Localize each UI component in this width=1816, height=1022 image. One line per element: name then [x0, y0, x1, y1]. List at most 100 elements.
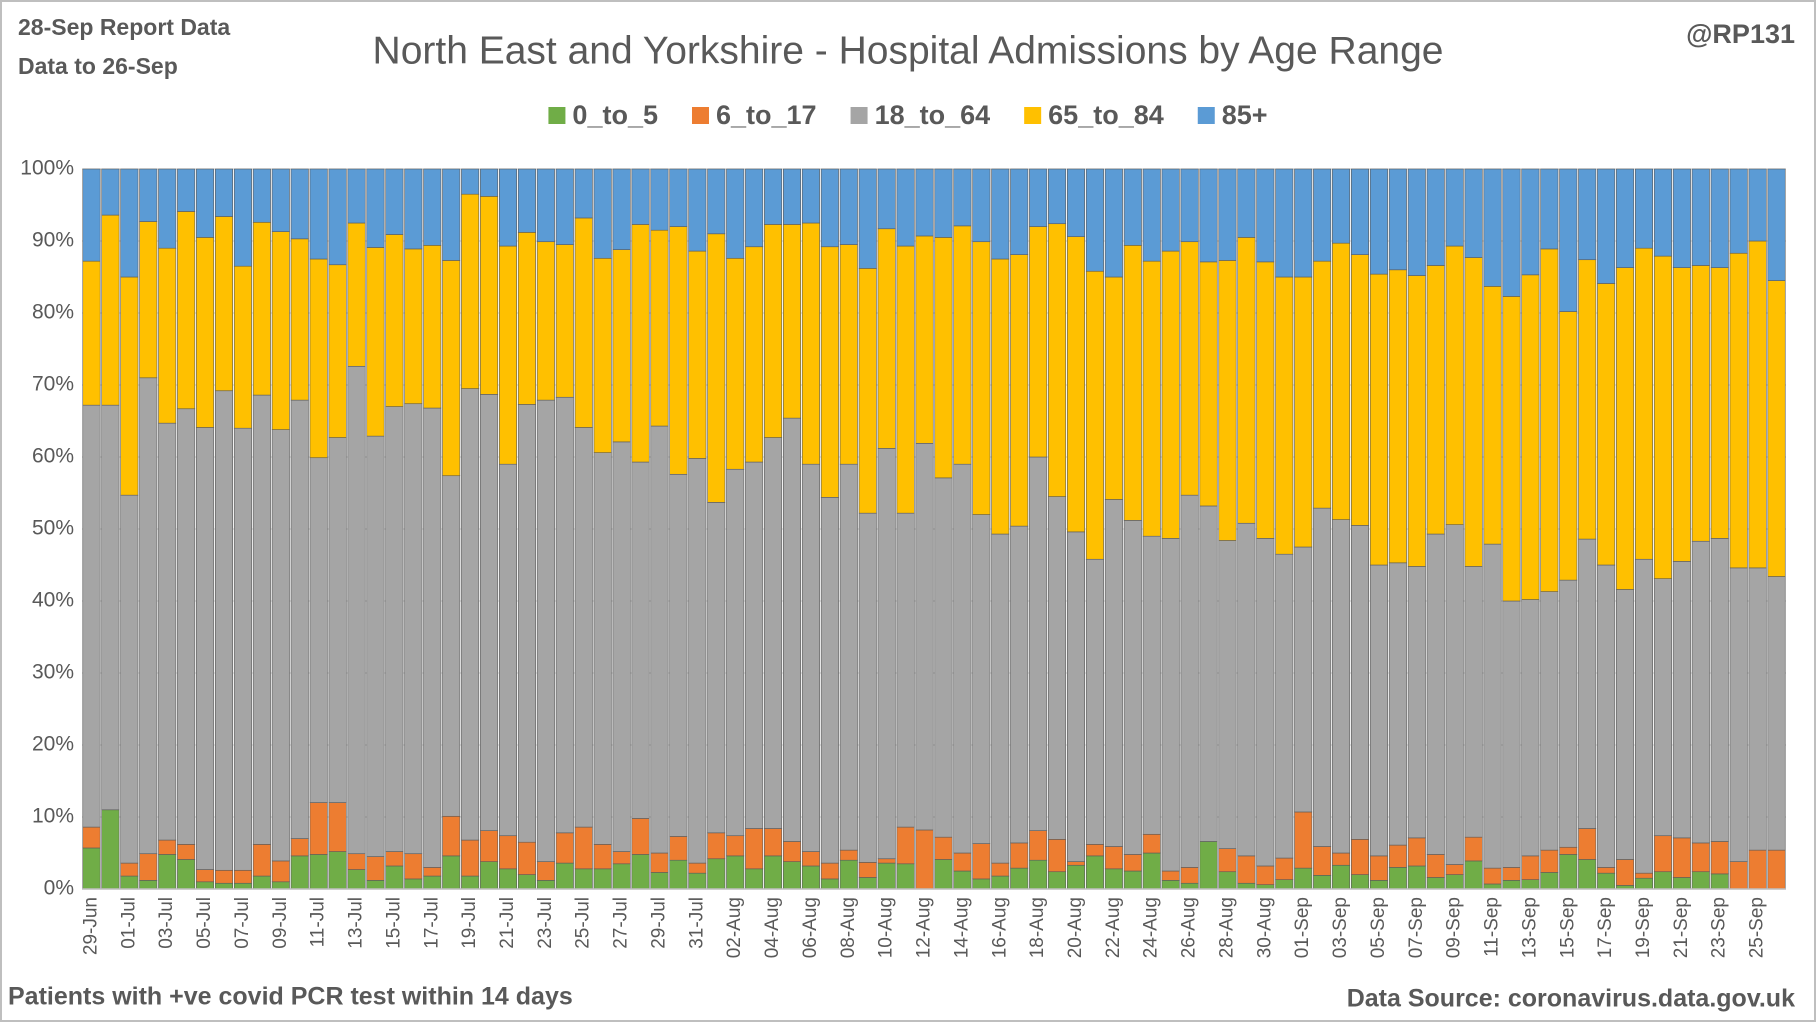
bar-segment	[1294, 867, 1313, 890]
bar-segment	[801, 851, 820, 867]
bar-segment	[347, 853, 366, 870]
x-tick-label: 18-Aug	[1027, 897, 1048, 958]
x-tick-label: 06-Aug	[800, 897, 821, 958]
bar-segment	[820, 878, 839, 890]
bar-segment	[1634, 558, 1654, 874]
bar-segment	[839, 244, 858, 465]
x-tick-label: 05-Jul	[194, 897, 215, 949]
bar-segment	[1521, 879, 1540, 890]
source: Data Source: coronavirus.data.gov.uk	[1347, 985, 1795, 1013]
bar-segment	[177, 408, 196, 845]
bar-segment	[877, 862, 896, 890]
bar-segment	[233, 869, 252, 884]
bar-segment	[1218, 540, 1237, 849]
bar-segment	[1199, 261, 1218, 507]
bar-segment	[120, 168, 139, 278]
bar-segment	[1464, 860, 1483, 890]
bar-segment	[1710, 168, 1729, 268]
bar-segment	[1540, 872, 1559, 890]
bar-segment	[1369, 273, 1388, 566]
x-tick-label: 13-Jul	[346, 897, 367, 949]
bar-segment	[1597, 564, 1616, 868]
bar-segment	[366, 880, 385, 890]
bar-segment	[1104, 168, 1123, 278]
bar-segment	[1464, 168, 1483, 258]
bar-segment	[915, 168, 934, 237]
bar-segment	[1350, 839, 1370, 875]
bar-segment	[726, 257, 745, 470]
bar-segment	[1237, 882, 1256, 890]
bar-segment	[1767, 168, 1786, 281]
x-tick-label: 17-Jul	[421, 897, 442, 949]
bar-segment	[745, 461, 764, 829]
bar-segment	[1634, 247, 1654, 560]
bar-segment	[669, 226, 688, 475]
y-tick-label: 40%	[32, 589, 74, 612]
legend-swatch	[1197, 107, 1215, 124]
bar-segment	[858, 168, 877, 269]
bar-segment	[612, 441, 631, 852]
bar-segment	[1048, 839, 1067, 873]
bar-segment	[991, 168, 1010, 260]
bar-segment	[612, 168, 631, 250]
legend-label: 65_to_84	[1048, 100, 1164, 130]
bar-segment	[82, 404, 101, 828]
x-tick-label: 16-Aug	[989, 897, 1010, 958]
bar-segment	[1748, 168, 1767, 242]
bar-segment	[1653, 835, 1672, 873]
bar-segment	[1237, 522, 1256, 857]
bar-segment	[423, 867, 442, 877]
bar-segment	[1142, 168, 1161, 262]
bar-segment	[1559, 168, 1578, 312]
bar-segment	[252, 221, 271, 396]
bar-segment	[1502, 867, 1521, 881]
bar-segment	[1294, 168, 1313, 278]
x-tick-label: 08-Aug	[838, 897, 859, 958]
bar-segment	[271, 860, 290, 883]
bar-segment	[1710, 873, 1729, 890]
bar-segment	[517, 841, 536, 875]
bar-segment	[536, 880, 555, 890]
bar-segment	[1029, 168, 1048, 227]
bar-segment	[120, 276, 139, 496]
bar-segment	[1407, 837, 1426, 867]
bar-segment	[1767, 849, 1786, 890]
bar-segment	[1199, 841, 1218, 890]
legend: 0_to_5 6_to_17 18_to_64 65_to_84 85+	[548, 100, 1268, 130]
bar-segment	[1029, 226, 1048, 458]
bar-segment	[328, 851, 347, 890]
bar-segment	[1275, 553, 1294, 859]
bar-segment	[1332, 519, 1351, 854]
bar-segment	[1275, 879, 1294, 890]
bar-segment	[991, 875, 1010, 890]
bar-segment	[1142, 260, 1161, 537]
bar-segment	[214, 168, 234, 217]
bar-segment	[1313, 168, 1332, 262]
x-tick-label: 09-Sep	[1444, 897, 1465, 958]
x-tick-label: 12-Aug	[914, 897, 935, 958]
bar-segment	[1445, 168, 1464, 247]
bar-segment	[972, 878, 991, 890]
bar-segment	[1029, 859, 1048, 890]
bar-segment	[442, 260, 461, 477]
bar-segment	[1483, 543, 1502, 869]
bar-segment	[858, 877, 877, 890]
bar-segment	[423, 407, 442, 868]
bar-segment	[1521, 274, 1540, 600]
bar-segment	[1085, 855, 1104, 890]
bar-segment	[1180, 882, 1199, 890]
bar-segment	[404, 248, 423, 405]
bar-segment	[1426, 265, 1445, 535]
bar-segment	[1559, 311, 1578, 581]
bar-segment	[631, 224, 650, 463]
bar-segment	[801, 463, 820, 852]
bar-segment	[688, 168, 707, 252]
bar-segment	[593, 257, 612, 453]
bar-segment	[347, 168, 366, 224]
bar-segment	[328, 437, 347, 803]
bar-segment	[574, 168, 593, 219]
bar-segment	[442, 475, 461, 817]
bar-segment	[953, 225, 972, 465]
bar-segment	[1483, 168, 1502, 287]
x-tick-label: 28-Aug	[1216, 897, 1237, 958]
